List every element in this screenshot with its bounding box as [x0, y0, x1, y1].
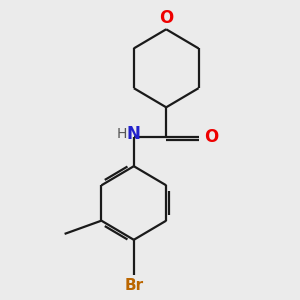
Text: H: H [117, 128, 127, 141]
Text: O: O [159, 9, 173, 27]
Text: Br: Br [124, 278, 143, 293]
Text: N: N [127, 125, 141, 143]
Text: O: O [204, 128, 218, 146]
